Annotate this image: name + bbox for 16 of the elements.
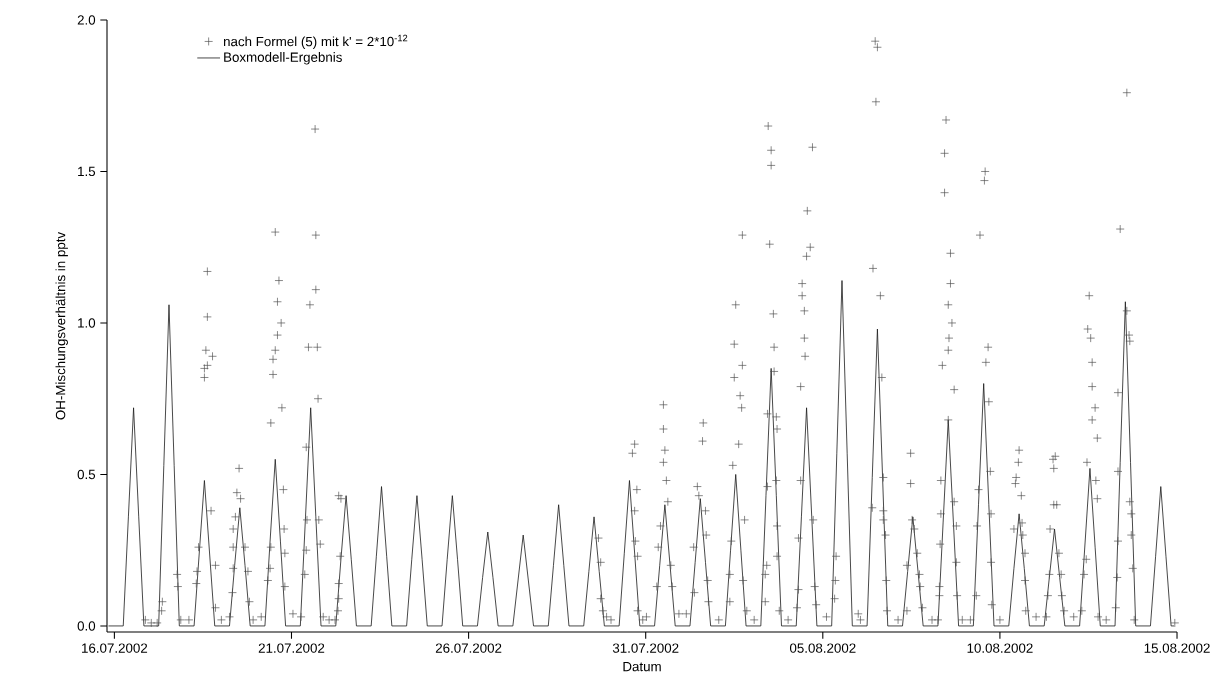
x-tick-label: 26.07.2002 [435, 643, 502, 653]
y-tick-label: 1.5 [78, 166, 96, 177]
legend-label: Boxmodell-Ergebnis [224, 52, 342, 65]
legend-label: nach Formel (5) mit k' = 2*10$^{-12}$ [223, 34, 408, 49]
x-axis-title: Datum [623, 661, 661, 672]
x-tick-label: 31.07.2002 [612, 643, 679, 653]
y-tick-label: 0.0 [77, 621, 96, 631]
x-tick-label: 15.08.2002 [1144, 643, 1210, 653]
x-tick-label: 05.08.2002 [789, 643, 856, 653]
x-tick-label: 10.08.2002 [967, 643, 1033, 653]
y-tick-label: 2.0 [77, 15, 96, 25]
y-axis-title: OH-Mischungsverhältnis in pptv [55, 231, 68, 420]
x-tick-label: 16.07.2002 [82, 643, 148, 653]
y-tick-label: 0.5 [77, 469, 96, 480]
y-tick-label: 1.0 [78, 318, 96, 328]
x-tick-label: 21.07.2002 [258, 643, 325, 653]
